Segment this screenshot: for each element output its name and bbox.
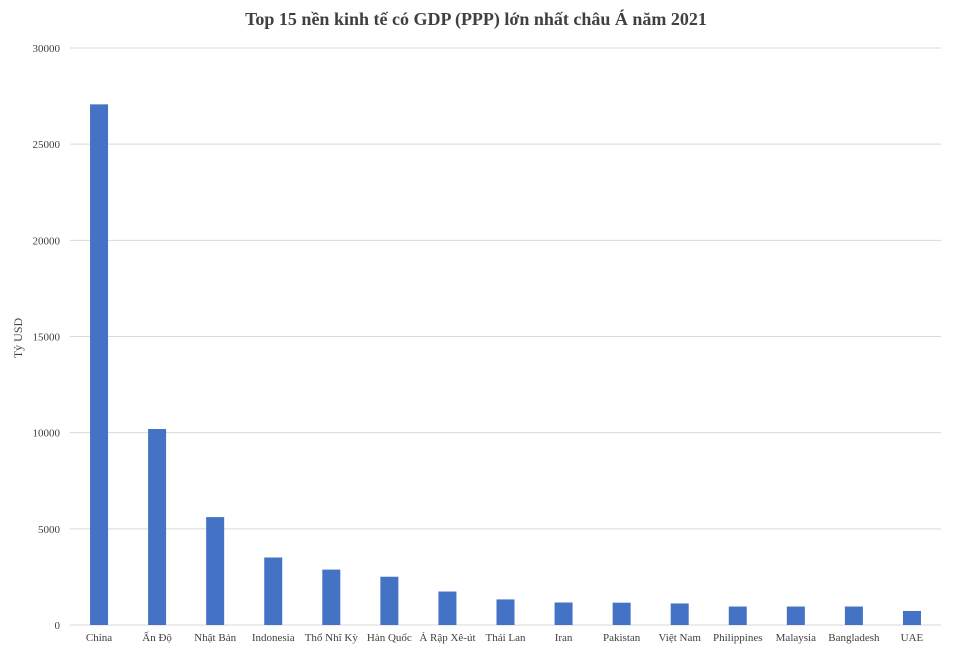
- bar: [670, 603, 689, 625]
- x-tick-label: Malaysia: [776, 632, 816, 644]
- bar: [264, 557, 283, 625]
- bar: [90, 104, 109, 626]
- x-axis-ticks: China Ấn Độ Nhật Bản Indonesia Thổ Nhĩ Kỳ Hàn…: [86, 631, 924, 644]
- bar: [148, 429, 167, 625]
- y-tick-label: 5000: [38, 524, 61, 536]
- bar: [496, 599, 515, 625]
- x-tick-label: Ấn Độ: [142, 631, 172, 644]
- y-tick-label: 0: [55, 620, 61, 632]
- bar: [612, 602, 631, 625]
- x-tick-label: Nhật Bản: [194, 632, 236, 644]
- x-tick-label: Thổ Nhĩ Kỳ: [305, 632, 359, 644]
- bar: [206, 517, 225, 625]
- x-tick-label: Indonesia: [252, 632, 295, 644]
- chart-title: Top 15 nền kinh tế có GDP (PPP) lớn nhất…: [245, 8, 707, 30]
- x-tick-label: Iran: [555, 632, 573, 644]
- x-tick-label: Bangladesh: [828, 632, 880, 644]
- x-tick-label: Việt Nam: [658, 632, 701, 644]
- y-axis-ticks: 0 5000 10000 15000 20000 25000 30000: [33, 43, 61, 632]
- x-tick-label: UAE: [901, 632, 924, 644]
- bar: [438, 591, 457, 625]
- bar: [902, 610, 921, 625]
- x-tick-label: Hàn Quốc: [367, 632, 412, 644]
- bar: [322, 569, 341, 625]
- y-tick-label: 10000: [33, 428, 61, 440]
- bars: [90, 104, 921, 626]
- x-tick-label: China: [86, 632, 112, 644]
- y-axis-label: Tỷ USD: [11, 318, 25, 359]
- x-tick-label: Philippines: [713, 632, 763, 644]
- x-tick-label: Thái Lan: [485, 632, 526, 644]
- bar: [728, 606, 747, 625]
- bar: [380, 576, 399, 625]
- gridlines: [70, 47, 941, 626]
- y-tick-label: 15000: [33, 332, 61, 344]
- bar: [786, 606, 805, 625]
- y-tick-label: 30000: [33, 43, 61, 55]
- bar: [554, 602, 573, 625]
- y-tick-label: 20000: [33, 235, 61, 247]
- y-tick-label: 25000: [33, 139, 61, 151]
- x-tick-label: Pakistan: [603, 632, 641, 644]
- bar: [844, 606, 863, 625]
- x-tick-label: Ả Rập Xê-út: [419, 632, 475, 644]
